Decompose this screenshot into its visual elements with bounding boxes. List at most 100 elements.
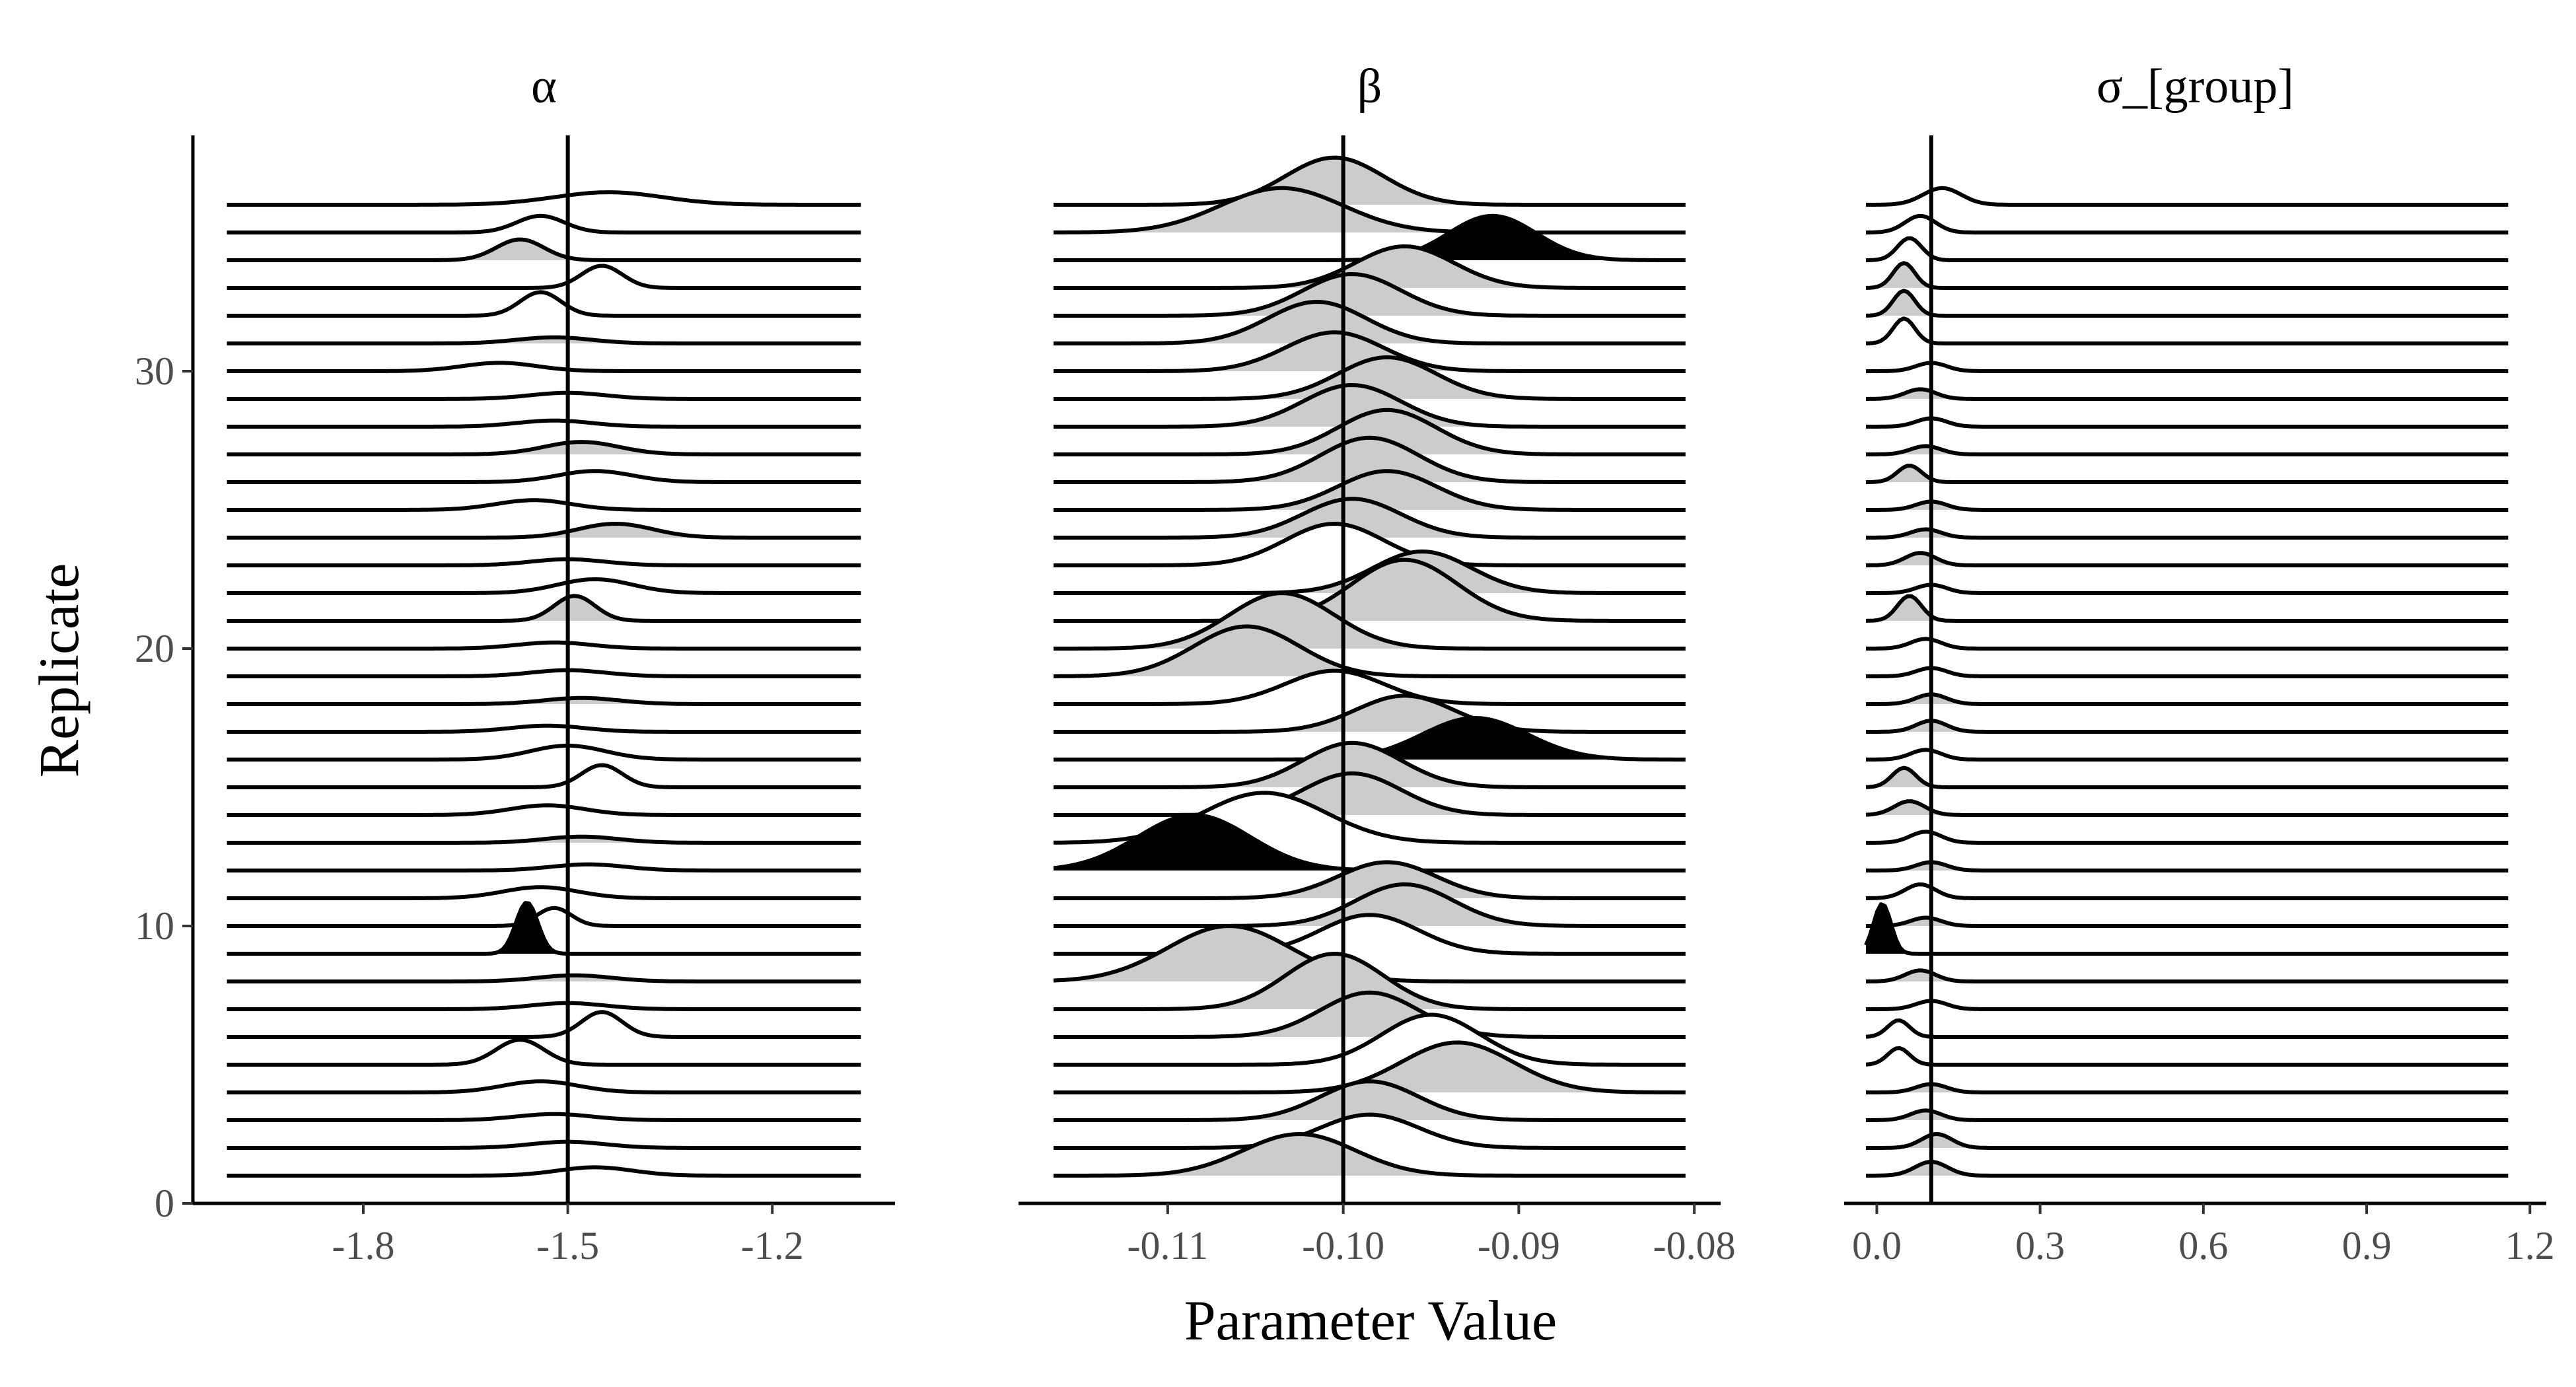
ridge-line	[1054, 557, 1686, 623]
ridge-line	[227, 744, 861, 762]
ridge-fill	[227, 746, 861, 760]
ridge-line	[227, 1112, 861, 1122]
ridge-line	[227, 695, 861, 706]
facet-panels: 0 10 20 30 α -1.8 -1.5 -1.2 β -0.11 -0.10 -0.09 -0.0…	[135, 59, 2555, 1267]
ridge-fill	[1054, 926, 1686, 981]
ridge-line	[1054, 300, 1686, 345]
ridge-fill	[227, 292, 861, 316]
x-tick-label: 0.9	[2342, 1224, 2392, 1267]
ridge-fill	[227, 805, 861, 815]
ridge-fill	[227, 642, 861, 649]
ridge-line	[227, 723, 861, 734]
ridge-line	[227, 640, 861, 651]
ridge-fill	[1054, 188, 1686, 232]
ridge-fill	[227, 907, 861, 926]
ridge-fill	[1054, 157, 1686, 205]
ridge-line	[227, 1010, 861, 1039]
ridge-fill	[1054, 437, 1686, 482]
y-axis-title: Replicate	[27, 563, 90, 778]
ridge-line	[1054, 771, 1686, 817]
y-tick-label: 0	[155, 1182, 174, 1225]
ridge-fill	[227, 596, 861, 621]
ridge-line	[227, 594, 861, 623]
ridge-line	[1864, 902, 2509, 956]
x-tick-label: -1.2	[741, 1224, 804, 1267]
ridge-line	[227, 498, 861, 512]
ridge-line	[1054, 1040, 1686, 1094]
x-tick-label: -0.09	[1478, 1224, 1560, 1267]
ridge-fill	[1054, 718, 1686, 760]
ridge-line	[227, 803, 861, 817]
ridge-fill	[1054, 742, 1686, 787]
ridge-line	[1866, 361, 2509, 373]
ridge-line	[227, 1079, 861, 1094]
ridge-fill	[1054, 274, 1686, 316]
ridge-line	[1866, 1132, 2509, 1150]
ridge-line	[1866, 830, 2509, 845]
ridge-line	[227, 361, 861, 373]
ridge-line	[1054, 272, 1686, 318]
ridge-fill	[1054, 884, 1686, 926]
x-tick-label: -0.10	[1302, 1224, 1384, 1267]
ridge-fill	[227, 215, 861, 232]
ridge-line	[227, 469, 861, 484]
ridge-line	[1866, 719, 2509, 734]
ridge-fill	[1054, 773, 1686, 815]
ridge-fill	[227, 887, 861, 898]
facet-panel: α -1.8 -1.5 -1.2	[193, 59, 895, 1267]
ridge-fill	[227, 1040, 861, 1065]
ridge-fill	[1054, 357, 1686, 399]
ridge-line	[1054, 522, 1686, 567]
facet-strip-label: σ_[group]	[2096, 59, 2294, 114]
ridge-fill	[1054, 499, 1686, 538]
y-tick-label: 30	[135, 349, 174, 393]
ridge-line	[227, 901, 861, 956]
ridge-line	[1054, 155, 1686, 207]
ridge-line	[1054, 1013, 1686, 1067]
ridge-fill	[1054, 954, 1686, 1009]
ridge-fill	[1054, 1042, 1686, 1092]
ridge-line	[1054, 330, 1686, 373]
ridge-line	[1054, 186, 1686, 234]
ridge-line	[227, 906, 861, 928]
ridge-line	[1054, 408, 1686, 456]
ridge-fill	[227, 903, 861, 954]
ridge-line	[227, 335, 861, 345]
ridge-line	[1054, 591, 1686, 651]
x-tick-label: -0.08	[1653, 1224, 1736, 1267]
ridge-line	[1865, 1046, 2509, 1067]
ridge-line	[1866, 748, 2509, 762]
ridge-line	[227, 577, 861, 595]
x-tick-label: -1.5	[536, 1224, 599, 1267]
ridge-line	[227, 522, 861, 540]
ridge-fill	[1054, 332, 1686, 371]
ridge-line	[1054, 860, 1686, 900]
x-tick-label: -0.11	[1127, 1224, 1209, 1267]
ridge-line	[1865, 236, 2509, 262]
ridge-line	[1865, 799, 2509, 817]
ridge-fill	[1054, 385, 1686, 427]
ridge-line	[227, 190, 861, 207]
x-tick-label: 0.3	[2015, 1224, 2065, 1267]
ridge-fill	[1054, 1014, 1686, 1065]
ridge-fill	[1054, 695, 1686, 732]
x-tick-label: 0.0	[1852, 1224, 1902, 1267]
x-tick-label: 1.2	[2505, 1224, 2555, 1267]
ridge-fill	[1054, 471, 1686, 510]
facet-strip-label: β	[1357, 59, 1382, 114]
ridge-line	[1054, 624, 1686, 678]
ridge-line	[227, 862, 861, 872]
ridge-fill	[1054, 862, 1686, 898]
ridge-line	[1054, 497, 1686, 540]
ridge-line	[1866, 1082, 2509, 1094]
ridge-line	[1866, 416, 2509, 429]
ridge-line	[1865, 1018, 2509, 1039]
ridge-line	[227, 390, 861, 401]
ridge-line	[1865, 464, 2509, 484]
ridge-line	[227, 973, 861, 983]
ridge-line	[1054, 469, 1686, 512]
ridge-fill	[1054, 1081, 1686, 1120]
ridge-line	[1054, 952, 1686, 1011]
ridge-fill	[1054, 992, 1686, 1037]
